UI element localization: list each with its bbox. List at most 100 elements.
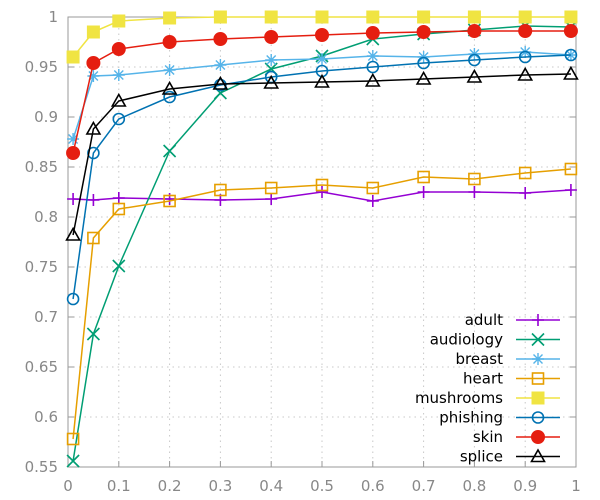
data-point-phishing bbox=[564, 48, 578, 62]
x-tick-label: 0.3 bbox=[208, 477, 232, 495]
data-point-heart bbox=[214, 183, 227, 197]
data-point-phishing bbox=[66, 292, 80, 306]
data-point-mushrooms bbox=[564, 10, 578, 24]
series-line-skin bbox=[72, 30, 571, 154]
data-point-breast bbox=[214, 59, 227, 71]
y-tick-label: 0.7 bbox=[34, 308, 58, 326]
data-point-mushrooms bbox=[163, 11, 177, 25]
legend-label: mushrooms bbox=[415, 389, 503, 407]
data-point-skin bbox=[66, 146, 81, 160]
series-splice bbox=[65, 65, 579, 241]
data-point-audiology bbox=[86, 327, 100, 341]
data-point-adult bbox=[417, 186, 430, 198]
x-tick-label: 1 bbox=[571, 477, 581, 495]
data-point-breast bbox=[265, 54, 278, 66]
y-axis-ticks: 0.55 0.6 0.65 0.7 0.75 0.8 0.85 0.9 0.95 1 bbox=[25, 8, 58, 476]
x-tick-label: 0.4 bbox=[259, 477, 283, 495]
y-tick-label: 0.55 bbox=[25, 458, 58, 476]
legend-marker bbox=[532, 314, 544, 326]
data-point-mushrooms bbox=[264, 10, 278, 24]
data-point-adult bbox=[67, 193, 80, 205]
x-tick-label: 0.6 bbox=[361, 477, 385, 495]
legend-entry-skin: skin bbox=[473, 428, 560, 446]
legend-label: adult bbox=[465, 311, 503, 329]
data-point-audiology bbox=[163, 144, 177, 158]
data-point-adult bbox=[87, 194, 100, 206]
data-point-splice bbox=[65, 226, 81, 241]
y-tick-label: 1 bbox=[48, 8, 58, 26]
data-point-skin bbox=[162, 35, 177, 49]
legend-label: breast bbox=[456, 350, 504, 368]
y-tick-label: 0.85 bbox=[25, 158, 58, 176]
legend-marker bbox=[531, 372, 545, 385]
data-point-phishing bbox=[366, 60, 380, 74]
data-point-phishing bbox=[87, 146, 100, 160]
legend-label: skin bbox=[473, 428, 503, 446]
data-point-mushrooms bbox=[467, 10, 481, 24]
data-point-splice bbox=[263, 74, 280, 89]
data-point-skin bbox=[111, 42, 126, 56]
data-point-adult bbox=[519, 187, 532, 199]
data-point-adult bbox=[564, 184, 577, 196]
x-tick-label: 0.2 bbox=[158, 477, 182, 495]
series-skin bbox=[66, 24, 578, 160]
x-tick-label: 0.5 bbox=[310, 477, 334, 495]
data-point-mushrooms bbox=[417, 10, 431, 24]
legend-label: splice bbox=[460, 448, 503, 466]
data-point-breast bbox=[112, 69, 125, 81]
data-point-adult bbox=[316, 186, 328, 198]
x-tick-label: 0.1 bbox=[107, 477, 131, 495]
data-point-skin bbox=[518, 24, 533, 38]
data-point-heart bbox=[417, 170, 430, 184]
data-point-skin bbox=[213, 32, 228, 46]
data-point-adult bbox=[366, 195, 379, 207]
data-point-splice bbox=[85, 120, 102, 135]
data-point-mushrooms bbox=[315, 10, 329, 24]
y-tick-label: 0.95 bbox=[25, 58, 58, 76]
data-point-heart bbox=[112, 202, 126, 216]
grid bbox=[68, 17, 576, 467]
data-point-splice bbox=[517, 66, 534, 81]
data-point-heart bbox=[468, 172, 481, 186]
data-point-splice bbox=[161, 80, 178, 95]
legend-entry-breast: breast bbox=[456, 350, 560, 368]
data-point-breast bbox=[366, 50, 379, 62]
data-point-breast bbox=[163, 64, 176, 76]
data-point-adult bbox=[112, 192, 125, 204]
data-point-phishing bbox=[417, 56, 430, 70]
legend-entry-heart: heart bbox=[463, 370, 560, 388]
data-point-splice bbox=[314, 73, 330, 88]
data-point-heart bbox=[366, 181, 380, 195]
data-point-breast bbox=[67, 133, 80, 145]
data-point-breast bbox=[87, 70, 100, 82]
legend-marker bbox=[531, 430, 545, 444]
data-point-mushrooms bbox=[112, 14, 126, 28]
data-point-mushrooms bbox=[518, 10, 532, 24]
data-point-adult bbox=[468, 186, 481, 198]
y-tick-label: 0.6 bbox=[34, 408, 58, 426]
data-point-mushrooms bbox=[86, 25, 100, 39]
data-point-skin bbox=[467, 24, 482, 38]
legend-label: phishing bbox=[439, 409, 503, 427]
legend-entry-mushrooms: mushrooms bbox=[415, 389, 560, 407]
x-axis-ticks: 0 0.1 0.2 0.3 0.4 0.5 0.6 0.7 0.8 0.9 1 bbox=[63, 477, 581, 495]
y-tick-label: 0.65 bbox=[25, 358, 58, 376]
data-point-adult bbox=[265, 193, 278, 205]
data-point-heart bbox=[315, 178, 329, 192]
x-tick-label: 0.7 bbox=[412, 477, 436, 495]
data-point-skin bbox=[86, 56, 101, 70]
data-point-audiology bbox=[66, 454, 80, 468]
y-tick-label: 0.8 bbox=[34, 208, 58, 226]
legend-entry-splice: splice bbox=[460, 448, 560, 466]
data-point-mushrooms bbox=[213, 10, 227, 24]
data-point-skin bbox=[416, 25, 431, 39]
legend-marker bbox=[531, 391, 545, 405]
legend-marker bbox=[530, 448, 546, 463]
legend-marker bbox=[531, 411, 545, 424]
data-point-heart bbox=[163, 194, 176, 208]
data-point-splice bbox=[415, 70, 432, 85]
data-point-phishing bbox=[468, 53, 481, 67]
y-tick-label: 0.75 bbox=[25, 258, 58, 276]
data-point-phishing bbox=[518, 50, 532, 64]
